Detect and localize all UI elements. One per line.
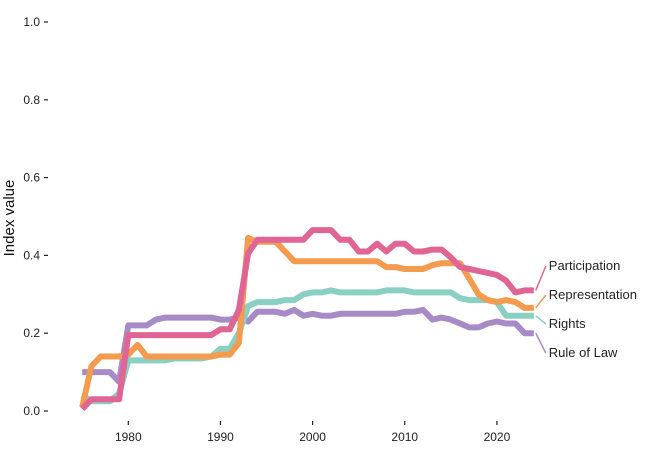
x-axis: 1980 1990 2000 2010 2020: [115, 421, 511, 444]
y-axis-title: Index value: [1, 180, 18, 257]
series-label-representation: Representation: [549, 287, 637, 302]
y-tick-label: 0.4: [23, 248, 40, 262]
series-label-participation: Participation: [549, 258, 621, 273]
y-tick-label: 0.6: [23, 171, 40, 185]
series-line-rule-of-law: [82, 306, 534, 385]
series-label-rule-of-law: Rule of Law: [549, 345, 618, 360]
x-tick-label: 1980: [115, 430, 142, 444]
y-tick-label: 0.8: [23, 93, 40, 107]
label-leader-line: [535, 315, 547, 325]
x-tick-label: 1990: [207, 430, 234, 444]
y-tick-label: 0.2: [23, 326, 40, 340]
label-leader-line: [535, 294, 547, 309]
series-lines: [79, 227, 534, 412]
x-tick-label: 2020: [484, 430, 511, 444]
series-labels: Participation Representation Rights Rule of…: [535, 258, 637, 360]
y-tick-label: 1.0: [23, 15, 40, 29]
series-line-participation: [80, 227, 534, 412]
y-axis: 0.0 0.2 0.4 0.6 0.8 1.0: [23, 15, 48, 418]
label-leader-line: [535, 265, 547, 291]
x-tick-label: 2010: [391, 430, 418, 444]
series-label-rights: Rights: [549, 316, 586, 331]
x-tick-label: 2000: [299, 430, 326, 444]
label-leader-line: [535, 332, 547, 354]
y-tick-label: 0.0: [23, 404, 40, 418]
series-line-rights: [80, 287, 534, 405]
